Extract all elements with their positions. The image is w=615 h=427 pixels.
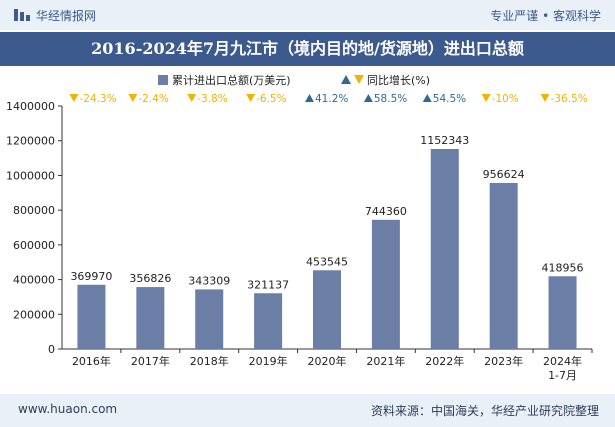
triangle-down-icon — [540, 94, 550, 102]
triangle-down-icon — [481, 94, 491, 102]
bar — [195, 289, 224, 349]
growth-rate-label: 58.5% — [374, 93, 407, 105]
bar-value-label: 453545 — [306, 255, 348, 268]
growth-rate-label: 54.5% — [433, 93, 466, 105]
x-tick-label: 2020年 — [308, 354, 347, 368]
bar-swatch-icon — [158, 75, 168, 85]
top-bar: 华经情报网 专业严谨 • 客观科学 — [0, 0, 615, 30]
growth-rate-label: -36.5% — [551, 93, 588, 105]
triangle-down-icon — [246, 94, 256, 102]
x-tick-label: 2023年 — [484, 354, 523, 368]
growth-rate-label: 41.2% — [315, 93, 348, 105]
bar — [254, 293, 283, 349]
x-tick-label: 2017年 — [131, 354, 170, 368]
triangle-down-icon — [69, 94, 79, 102]
triangle-up-icon — [305, 94, 314, 102]
legend-label-total: 累计进出口总额(万美元) — [172, 73, 291, 87]
y-tick-label: 1400000 — [6, 100, 55, 113]
bar-value-label: 418956 — [542, 261, 584, 274]
triangle-up-icon — [363, 94, 373, 102]
bar — [489, 182, 518, 349]
title-bar: 2016-2024年7月九江市（境内目的地/货源地）进出口总额 — [0, 32, 615, 66]
x-tick-label: 1-7月 — [548, 369, 577, 382]
tagline: 专业严谨 • 客观科学 — [490, 9, 601, 23]
bar — [77, 284, 106, 349]
y-tick-label: 800000 — [13, 204, 55, 217]
triangle-down-icon — [187, 94, 197, 102]
bar — [548, 276, 577, 349]
x-tick-label: 2022年 — [425, 354, 464, 368]
website-url: www.huaon.com — [18, 402, 118, 416]
triangle-down-icon — [128, 94, 138, 102]
y-tick-label: 600000 — [13, 239, 55, 252]
legend-label-growth: 同比增长(%) — [367, 73, 430, 87]
x-tick-label: 2024年 — [543, 354, 582, 368]
bar-value-label: 1152343 — [420, 134, 469, 147]
y-tick-label: 200000 — [13, 308, 55, 321]
bar — [371, 219, 400, 349]
y-tick-label: 0 — [48, 343, 55, 356]
growth-rate-label: -10% — [492, 93, 519, 105]
x-tick-label: 2018年 — [190, 354, 229, 368]
brand-name: 华经情报网 — [36, 9, 97, 23]
triangle-up-icon — [422, 94, 432, 102]
growth-rate-label: -24.3% — [79, 93, 116, 105]
chart-title: 2016-2024年7月九江市（境内目的地/货源地）进出口总额 — [91, 39, 524, 58]
bar-value-label: 369970 — [70, 270, 112, 283]
bar — [136, 287, 165, 349]
growth-rate-label: -2.4% — [138, 93, 168, 105]
growth-rate-label: -3.8% — [197, 93, 227, 105]
bar-value-label: 343309 — [188, 274, 230, 287]
triangle-down-legend-icon — [354, 75, 364, 84]
bar — [313, 270, 341, 349]
x-tick-label: 2021年 — [366, 354, 405, 368]
bar-value-label: 356826 — [129, 272, 171, 285]
logo-icon — [14, 9, 30, 21]
bar-value-label: 321137 — [247, 278, 289, 291]
bar-value-label: 956624 — [483, 168, 525, 181]
x-tick-label: 2016年 — [72, 354, 111, 368]
y-tick-label: 1000000 — [6, 169, 55, 182]
data-source: 资料来源：中国海关，华经产业研究院整理 — [370, 404, 599, 418]
y-tick-label: 1200000 — [6, 135, 55, 148]
triangle-up-down-icon — [341, 75, 351, 84]
bar — [430, 148, 459, 349]
footer-bar: www.huaon.com 资料来源：中国海关，华经产业研究院整理 — [0, 394, 615, 427]
y-tick-label: 400000 — [13, 274, 55, 287]
x-tick-label: 2019年 — [249, 354, 288, 368]
growth-rate-label: -6.5% — [256, 93, 286, 105]
bar-value-label: 744360 — [365, 205, 407, 218]
